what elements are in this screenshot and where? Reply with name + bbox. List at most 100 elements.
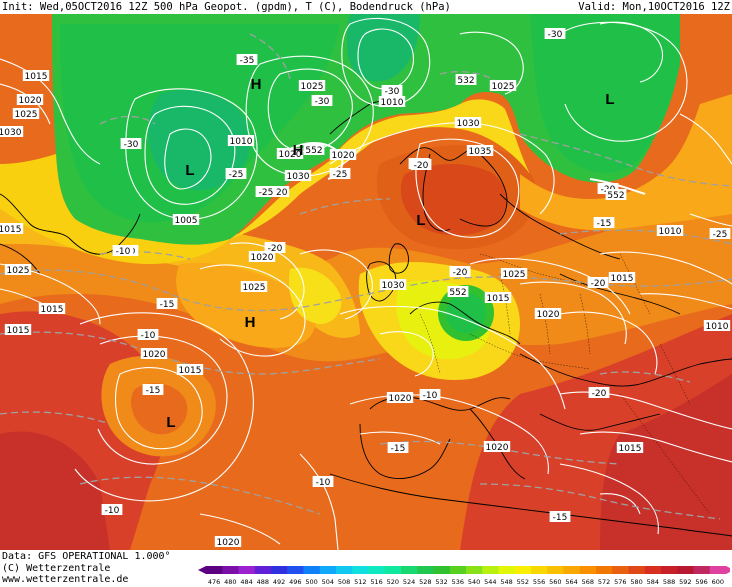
temperature-label-box	[236, 54, 258, 65]
temperature-label-box	[311, 95, 333, 106]
temperature-label-text: -20	[453, 268, 468, 278]
pressure-label-text: 1025	[301, 82, 324, 92]
legend-arrow-right	[726, 566, 730, 574]
temperature-label-box	[709, 228, 731, 239]
temperature-label-box	[225, 168, 247, 179]
pressure-label: 1035	[466, 145, 494, 157]
field-atlantic-orange	[176, 263, 315, 348]
pressure-label-text: 1025	[7, 266, 30, 276]
legend-swatch	[336, 566, 353, 574]
pressure-label-box	[608, 272, 636, 283]
temperature-label: -20	[588, 387, 610, 399]
pressure-label-text: 1010	[230, 137, 253, 147]
legend-swatch	[466, 566, 483, 574]
pressure-label-text: 1010	[706, 322, 729, 332]
pressure-label-text: 1015	[487, 294, 510, 304]
pressure-label: 1020	[16, 94, 44, 106]
pressure-label-box	[616, 442, 644, 453]
temperature-label: -25	[329, 168, 351, 180]
high-pressure-marker: H	[293, 142, 304, 159]
pressure-label: 1010	[703, 320, 731, 332]
pressure-label-text: 1020	[143, 350, 166, 360]
pressure-label-text: 1025	[243, 283, 266, 293]
legend-tick-label: 596	[695, 578, 707, 586]
geopotential-label-text: 552	[607, 191, 624, 201]
temperature-label: -30	[120, 138, 142, 150]
legend-tick-label: 516	[370, 578, 382, 586]
legend-swatch	[498, 566, 516, 574]
pressure-label: 1025	[489, 80, 517, 92]
pressure-label-text: 1015	[179, 366, 202, 376]
temperature-label-text: -20	[414, 161, 429, 171]
pressure-label: 1030	[284, 170, 312, 182]
pressure-label-text: 1015	[611, 274, 634, 284]
init-time: Init: Wed,05OCT2016 12Z	[2, 1, 148, 13]
pressure-label-text: 1010	[659, 227, 682, 237]
pressure-label: 1010	[378, 96, 406, 108]
low-pressure-marker: L	[185, 162, 194, 179]
legend-swatch	[563, 566, 581, 574]
temperature-label: -30	[381, 85, 403, 97]
temperature-label-text: -25	[333, 170, 348, 180]
pressure-label: 1025	[298, 80, 326, 92]
temperature-label-text: -30	[124, 140, 139, 150]
temperature-label-text: -15	[597, 219, 612, 229]
pressure-label: 1010	[656, 225, 684, 237]
legend-tick-label: 580	[630, 578, 642, 586]
pressure-label: 1030	[0, 126, 24, 138]
geopotential-label-box	[455, 74, 477, 85]
legend-tick-label: 496	[289, 578, 301, 586]
legend-swatch	[206, 566, 223, 574]
pressure-label-box	[484, 292, 512, 303]
temperature-label-box	[112, 245, 134, 256]
legend-swatch	[482, 566, 499, 574]
temperature-label-box	[593, 217, 615, 228]
temperature-label-box	[264, 242, 286, 253]
pressure-label: 1015	[0, 223, 24, 235]
legend-tick-label: 504	[322, 578, 334, 586]
pressure-label-text: 1015	[41, 305, 64, 315]
field-scandi-ridge-core	[400, 163, 507, 236]
geopotential-label-text: 552	[449, 288, 466, 298]
legend-arrow-left	[198, 566, 206, 574]
field-russia-orange	[520, 94, 732, 231]
legend-swatch	[238, 566, 256, 574]
temperature-label: -20	[587, 277, 609, 289]
temperature-label-text: -15	[146, 386, 161, 396]
legend-tick-label: 484	[240, 578, 252, 586]
color-legend: 476 480 484 488 492 496 500 504 508 512 516 520 524 5…	[190, 564, 730, 586]
pressure-label: 1015	[38, 303, 66, 315]
pressure-label-box	[22, 70, 50, 81]
pressure-label-box	[38, 303, 66, 314]
temperature-label-text: -10	[116, 247, 131, 257]
legend-swatch	[271, 566, 288, 574]
pressure-label-box	[176, 364, 204, 375]
pressure-labels: 1015 1020 1025 1010 1005 1025 1010 1030 1020 1030…	[0, 70, 731, 548]
pressure-label-box	[703, 320, 731, 331]
temperature-label: -20	[410, 159, 432, 171]
pressure-label-box	[534, 308, 562, 319]
weather-map: 1015 1020 1025 1010 1005 1025 1010 1030 1020 1030…	[0, 14, 732, 550]
geopotential-label-text: 552	[305, 146, 322, 156]
temperature-label-box	[312, 476, 334, 487]
temperature-label-box	[255, 186, 277, 197]
pressure-label-box	[4, 264, 32, 275]
pressure-label-box	[140, 348, 168, 359]
pressure-label: 1020	[534, 308, 562, 320]
legend-tick-label: 520	[387, 578, 399, 586]
pressure-label-text: 1005	[175, 216, 198, 226]
pressure-label-box	[483, 441, 511, 452]
geopotential-label: 552	[303, 144, 325, 156]
legend-swatch	[449, 566, 467, 574]
legend-swatch	[303, 566, 321, 574]
source-info: Data: GFS OPERATIONAL 1.000° (C) Wetterz…	[2, 551, 171, 586]
temperature-label: -10	[112, 245, 134, 257]
isobars	[0, 17, 732, 550]
legend-swatch	[514, 566, 532, 574]
pressure-label-box	[214, 536, 242, 547]
legend-tick-label: 512	[354, 578, 366, 586]
field-description: 500 hPa Geopot. (gpdm), T (C), Bodendruc…	[153, 1, 451, 13]
legend-tick-label: 544	[484, 578, 496, 586]
temperature-label-box	[587, 277, 609, 288]
legend-swatch	[287, 566, 304, 574]
